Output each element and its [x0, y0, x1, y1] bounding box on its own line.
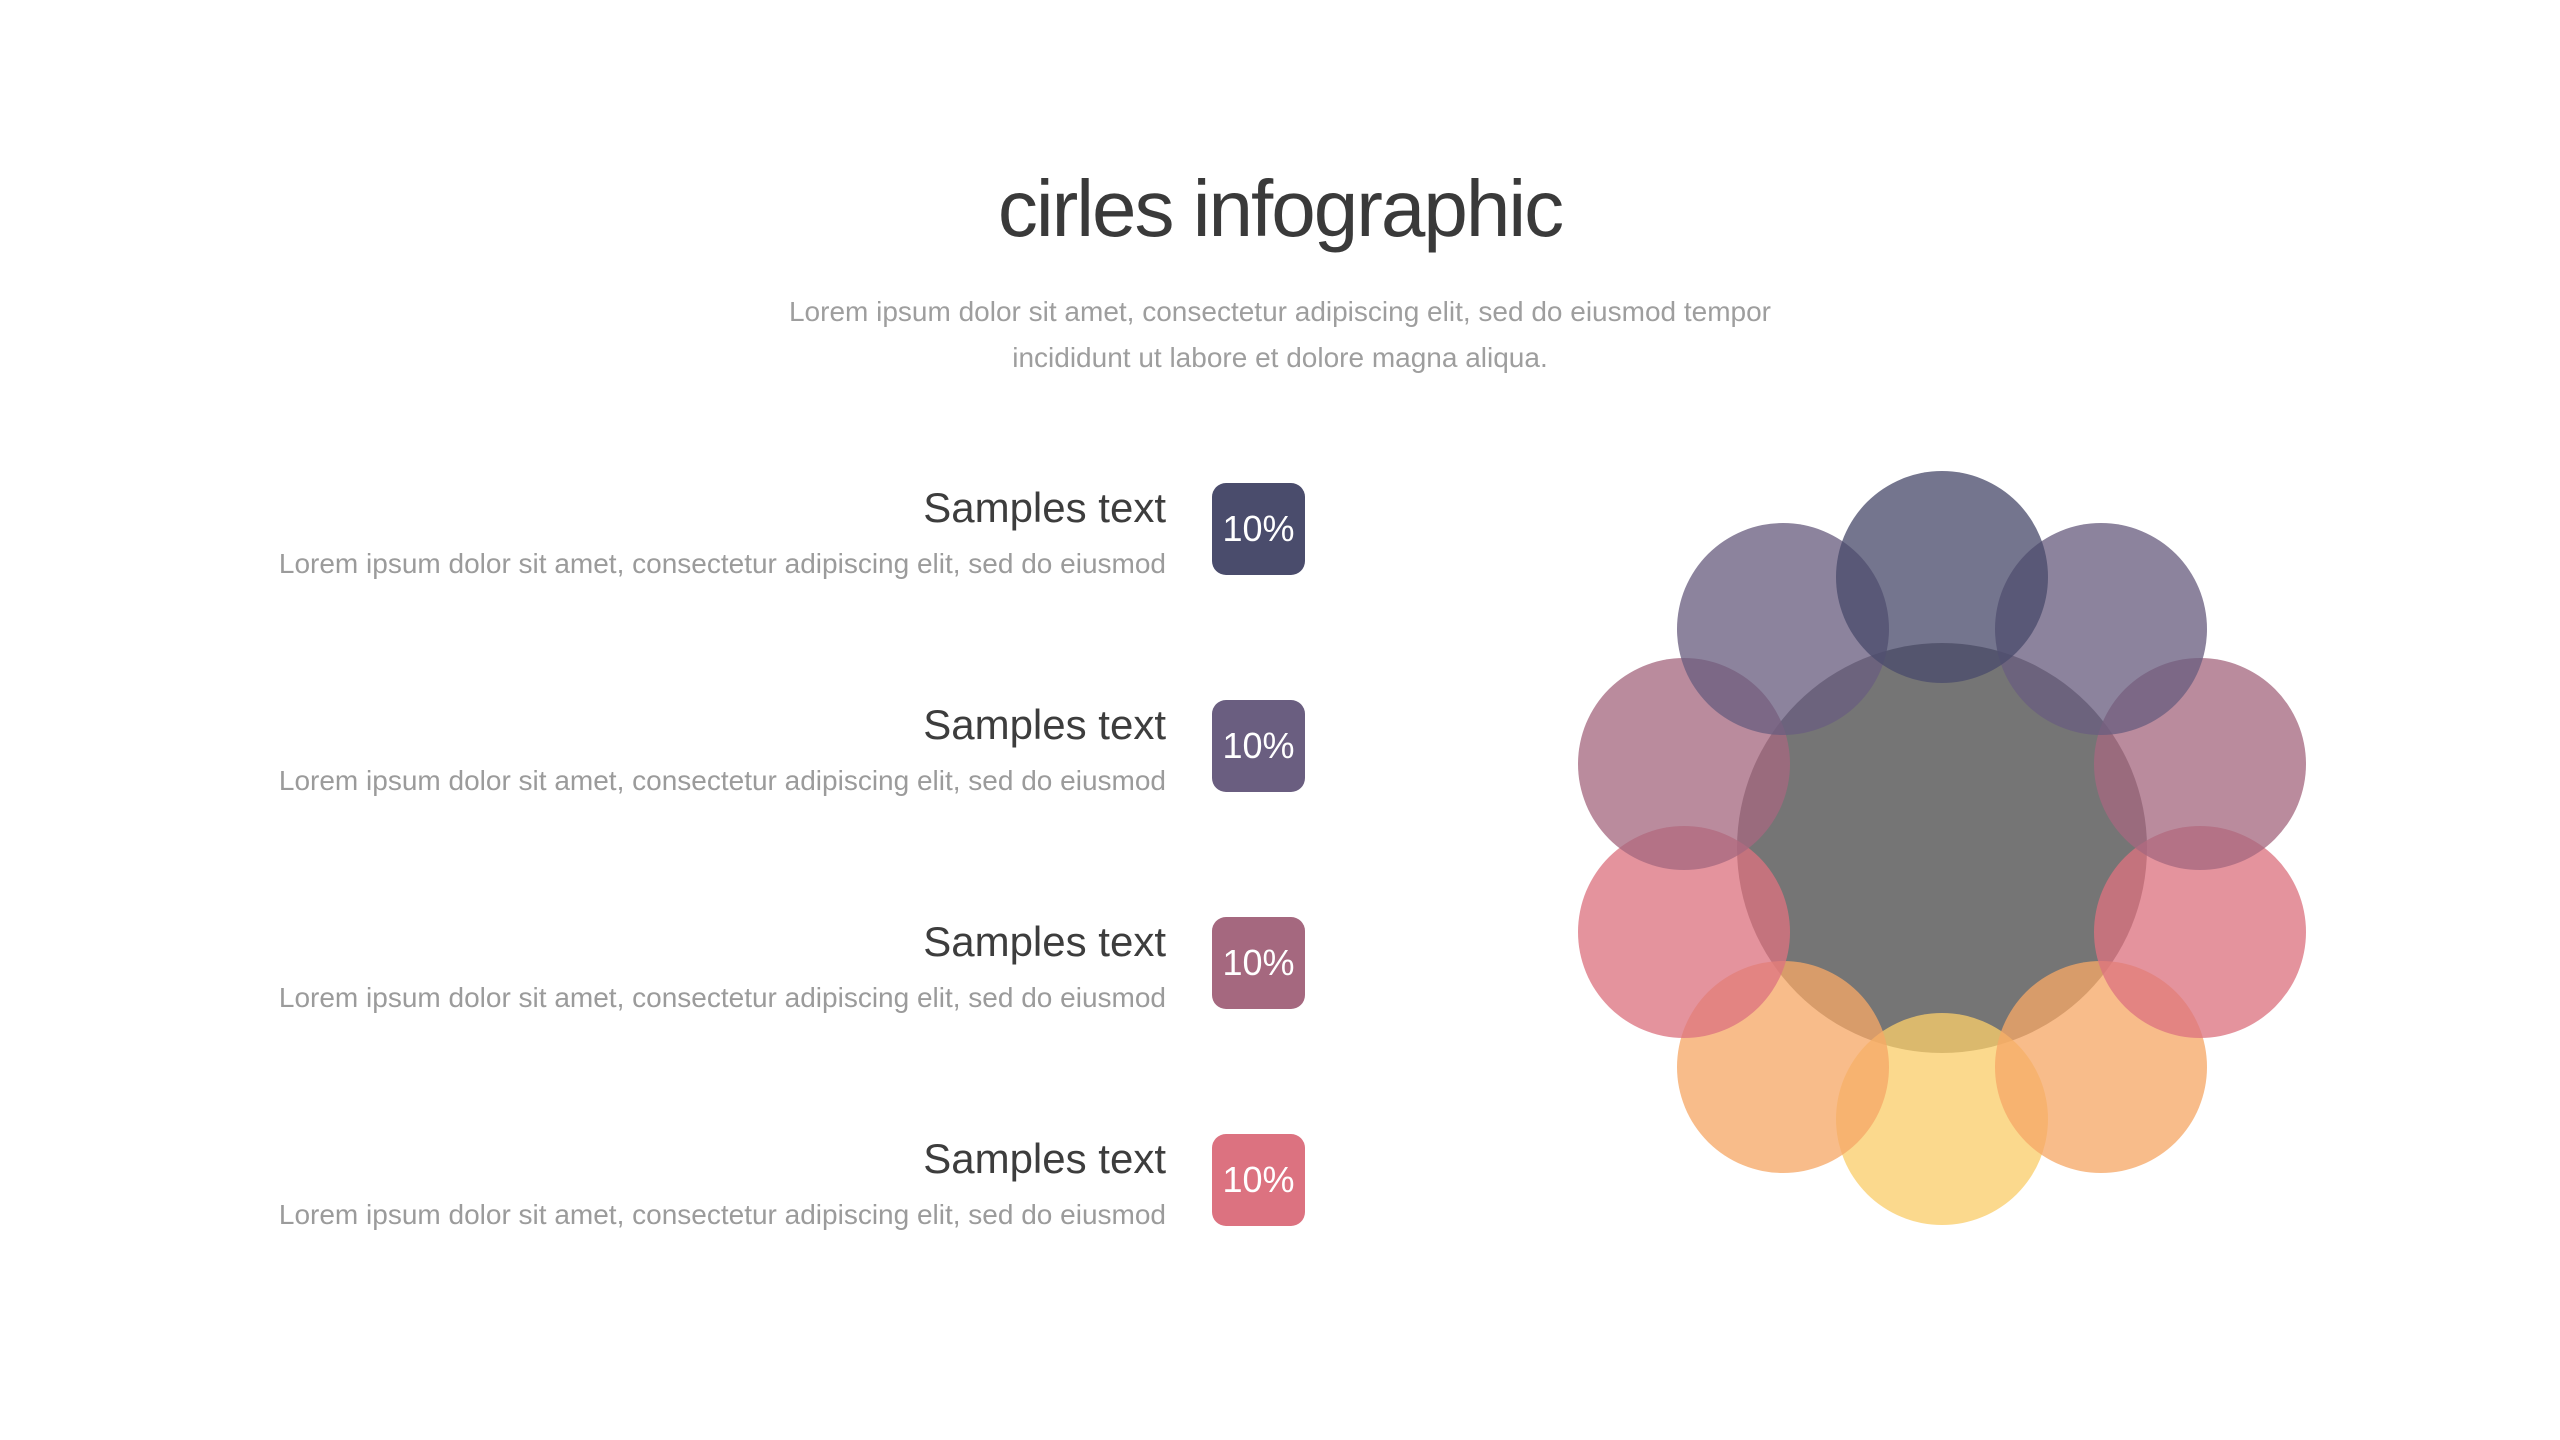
petal-mauve-right	[2094, 658, 2306, 870]
item-description: Lorem ipsum dolor sit amet, consectetur …	[278, 982, 1166, 1014]
subtitle-line-2: incididunt ut labore et dolore magna ali…	[1012, 342, 1548, 373]
list-item: Samples text Lorem ipsum dolor sit amet,…	[230, 1134, 1305, 1230]
item-heading: Samples text	[923, 701, 1166, 748]
petal-pink-left	[1578, 826, 1790, 1038]
item-text-block: Samples text Lorem ipsum dolor sit amet,…	[230, 917, 1166, 1015]
item-heading: Samples text	[923, 1135, 1166, 1182]
items-list: Samples text Lorem ipsum dolor sit amet,…	[230, 483, 1305, 1351]
item-text-block: Samples text Lorem ipsum dolor sit amet,…	[230, 483, 1166, 581]
list-item: Samples text Lorem ipsum dolor sit amet,…	[230, 917, 1305, 1013]
item-heading: Samples text	[923, 484, 1166, 531]
petal-orange-bottom-left	[1677, 961, 1889, 1173]
item-text-block: Samples text Lorem ipsum dolor sit amet,…	[230, 700, 1166, 798]
item-percentage-badge: 10%	[1212, 1134, 1305, 1226]
item-percentage-badge: 10%	[1212, 917, 1305, 1009]
petal-purple-right	[1995, 523, 2207, 735]
item-heading: Samples text	[923, 918, 1166, 965]
header: cirles infographic Lorem ipsum dolor sit…	[0, 157, 2560, 381]
list-item: Samples text Lorem ipsum dolor sit amet,…	[230, 483, 1305, 579]
item-percentage-badge: 10%	[1212, 700, 1305, 792]
petal-orange-bottom-right	[1995, 961, 2207, 1173]
petal-indigo-top	[1836, 471, 2048, 683]
item-text-block: Samples text Lorem ipsum dolor sit amet,…	[230, 1134, 1166, 1232]
item-description: Lorem ipsum dolor sit amet, consectetur …	[278, 765, 1166, 797]
subtitle: Lorem ipsum dolor sit amet, consectetur …	[0, 289, 2560, 381]
petal-mauve-left	[1578, 658, 1790, 870]
subtitle-line-1: Lorem ipsum dolor sit amet, consectetur …	[788, 296, 1772, 327]
item-description: Lorem ipsum dolor sit amet, consectetur …	[278, 548, 1166, 580]
item-description: Lorem ipsum dolor sit amet, consectetur …	[278, 1199, 1166, 1231]
petal-yellow-bottom	[1836, 1013, 2048, 1225]
item-percentage-badge: 10%	[1212, 483, 1305, 575]
page-title: cirles infographic	[997, 164, 1564, 253]
list-item: Samples text Lorem ipsum dolor sit amet,…	[230, 700, 1305, 796]
petal-purple-left	[1677, 523, 1889, 735]
petal-pink-right	[2094, 826, 2306, 1038]
core-circle	[1737, 643, 2147, 1053]
